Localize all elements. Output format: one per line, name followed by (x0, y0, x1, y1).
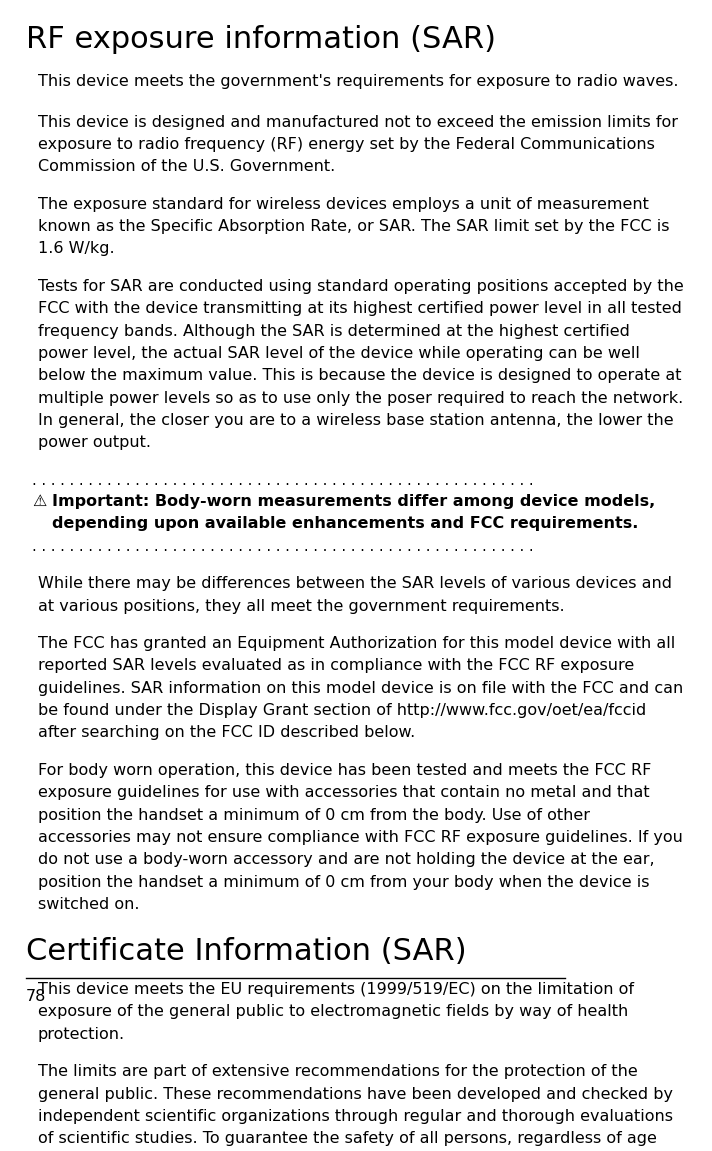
Text: of scientific studies. To guarantee the safety of all persons, regardless of age: of scientific studies. To guarantee the … (38, 1131, 656, 1146)
Text: The limits are part of extensive recommendations for the protection of the: The limits are part of extensive recomme… (38, 1065, 637, 1080)
Text: independent scientific organizations through regular and thorough evaluations: independent scientific organizations thr… (38, 1108, 673, 1123)
Text: This device meets the EU requirements (1999/519/EC) on the limitation of: This device meets the EU requirements (1… (38, 982, 634, 997)
Text: Commission of the U.S. Government.: Commission of the U.S. Government. (38, 159, 335, 174)
Text: Tests for SAR are conducted using standard operating positions accepted by the: Tests for SAR are conducted using standa… (38, 279, 684, 294)
Text: accessories may not ensure compliance with FCC RF exposure guidelines. If you: accessories may not ensure compliance wi… (38, 830, 683, 845)
Text: reported SAR levels evaluated as in compliance with the FCC RF exposure: reported SAR levels evaluated as in comp… (38, 658, 634, 673)
Text: . . . . . . . . . . . . . . . . . . . . . . . . . . . . . . . . . . . . . . . . : . . . . . . . . . . . . . . . . . . . . … (32, 539, 534, 554)
Text: frequency bands. Although the SAR is determined at the highest certified: frequency bands. Although the SAR is det… (38, 323, 629, 338)
Text: 1.6 W/kg.: 1.6 W/kg. (38, 242, 115, 257)
Text: . . . . . . . . . . . . . . . . . . . . . . . . . . . . . . . . . . . . . . . . : . . . . . . . . . . . . . . . . . . . . … (32, 473, 534, 488)
Text: position the handset a minimum of 0 cm from your body when the device is: position the handset a minimum of 0 cm f… (38, 875, 649, 890)
Text: The FCC has granted an Equipment Authorization for this model device with all: The FCC has granted an Equipment Authori… (38, 637, 675, 651)
Text: ⚠: ⚠ (32, 494, 46, 509)
Text: Important: Body-worn measurements differ among device models,: Important: Body-worn measurements differ… (53, 494, 656, 509)
Text: exposure of the general public to electromagnetic fields by way of health: exposure of the general public to electr… (38, 1005, 628, 1020)
Text: The exposure standard for wireless devices employs a unit of measurement: The exposure standard for wireless devic… (38, 197, 649, 212)
Text: Certificate Information (SAR): Certificate Information (SAR) (26, 937, 467, 967)
Text: This device meets the government's requirements for exposure to radio waves.: This device meets the government's requi… (38, 74, 679, 89)
Text: exposure to radio frequency (RF) energy set by the Federal Communications: exposure to radio frequency (RF) energy … (38, 137, 655, 152)
Text: This device is designed and manufactured not to exceed the emission limits for: This device is designed and manufactured… (38, 115, 678, 130)
Text: exposure guidelines for use with accessories that contain no metal and that: exposure guidelines for use with accesso… (38, 785, 649, 800)
Text: be found under the Display Grant section of http://www.fcc.gov/oet/ea/fccid: be found under the Display Grant section… (38, 703, 646, 718)
Text: FCC with the device transmitting at its highest certified power level in all tes: FCC with the device transmitting at its … (38, 302, 681, 317)
Text: depending upon available enhancements and FCC requirements.: depending upon available enhancements an… (53, 517, 639, 532)
Text: For body worn operation, this device has been tested and meets the FCC RF: For body worn operation, this device has… (38, 763, 651, 778)
Text: general public. These recommendations have been developed and checked by: general public. These recommendations ha… (38, 1087, 673, 1102)
Text: guidelines. SAR information on this model device is on file with the FCC and can: guidelines. SAR information on this mode… (38, 680, 683, 696)
Text: power output.: power output. (38, 435, 151, 450)
Text: after searching on the FCC ID described below.: after searching on the FCC ID described … (38, 725, 415, 740)
Text: position the handset a minimum of 0 cm from the body. Use of other: position the handset a minimum of 0 cm f… (38, 808, 590, 823)
Text: multiple power levels so as to use only the poser required to reach the network.: multiple power levels so as to use only … (38, 390, 683, 405)
Text: below the maximum value. This is because the device is designed to operate at: below the maximum value. This is because… (38, 368, 681, 383)
Text: In general, the closer you are to a wireless base station antenna, the lower the: In general, the closer you are to a wire… (38, 413, 674, 428)
Text: power level, the actual SAR level of the device while operating can be well: power level, the actual SAR level of the… (38, 346, 639, 361)
Text: While there may be differences between the SAR levels of various devices and: While there may be differences between t… (38, 577, 672, 592)
Text: RF exposure information (SAR): RF exposure information (SAR) (26, 25, 496, 54)
Text: protection.: protection. (38, 1027, 125, 1042)
Text: do not use a body-worn accessory and are not holding the device at the ear,: do not use a body-worn accessory and are… (38, 852, 654, 867)
Text: 78: 78 (26, 989, 46, 1004)
Text: known as the Specific Absorption Rate, or SAR. The SAR limit set by the FCC is: known as the Specific Absorption Rate, o… (38, 219, 669, 234)
Text: at various positions, they all meet the government requirements.: at various positions, they all meet the … (38, 599, 565, 613)
Text: switched on.: switched on. (38, 897, 140, 912)
